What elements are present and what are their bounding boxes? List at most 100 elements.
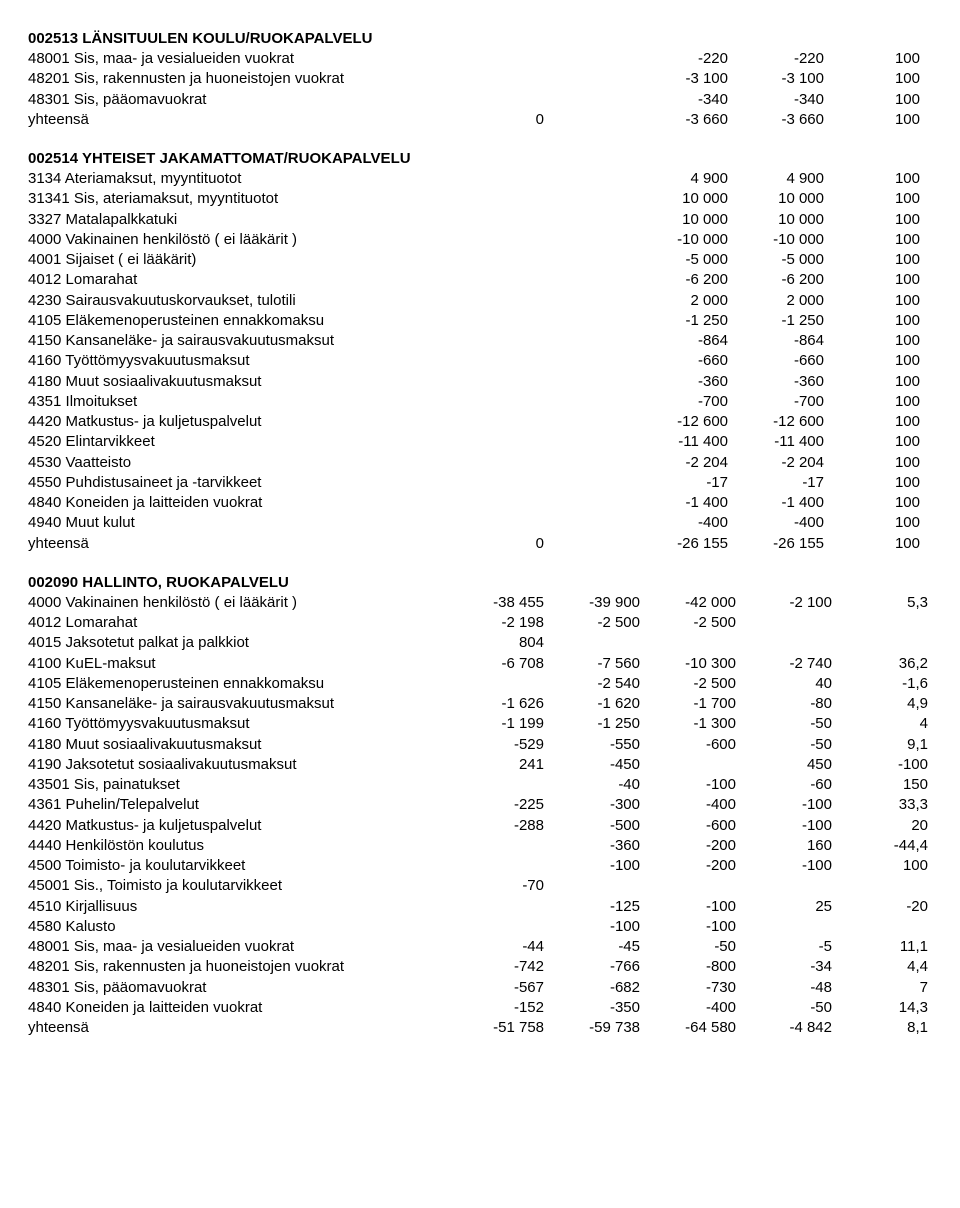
table-row: 3134 Ateriamaksut, myyntituotot4 9004 90… — [28, 169, 932, 189]
row-col2: -100 — [640, 917, 736, 937]
row-col4: 36,2 — [832, 654, 928, 674]
row-col2: -6 200 — [728, 270, 824, 290]
row-col0 — [448, 351, 544, 371]
row-col0 — [448, 392, 544, 412]
row-label: 4001 Sijaiset ( ei lääkärit) — [28, 250, 448, 270]
row-col3: 100 — [824, 210, 920, 230]
row-col3: -5 — [736, 937, 832, 957]
row-col1: -766 — [544, 957, 640, 977]
row-col1: -125 — [544, 897, 640, 917]
row-col4: -1,6 — [832, 674, 928, 694]
row-label: 4520 Elintarvikkeet — [28, 432, 448, 452]
row-col1: -17 — [632, 473, 728, 493]
table-row: 4420 Matkustus- ja kuljetuspalvelut-12 6… — [28, 412, 932, 432]
row-col2: 4 900 — [728, 169, 824, 189]
table-row: 4012 Lomarahat-2 198-2 500-2 500 — [28, 613, 932, 633]
row-col3: 100 — [824, 169, 920, 189]
row-col1: -300 — [544, 795, 640, 815]
row-label: 4180 Muut sosiaalivakuutusmaksut — [28, 735, 448, 755]
row-col0 — [448, 49, 544, 69]
row-col1: -100 — [544, 917, 640, 937]
row-col1: -1 250 — [632, 311, 728, 331]
row-col3: 100 — [824, 189, 920, 209]
row-col3: 100 — [824, 69, 920, 89]
table-row: 4100 KuEL-maksut-6 708-7 560-10 300-2 74… — [28, 654, 932, 674]
row-col0 — [448, 169, 544, 189]
row-col2: -660 — [728, 351, 824, 371]
row-col3: 100 — [824, 392, 920, 412]
row-col0 — [448, 189, 544, 209]
row-col1 — [544, 876, 640, 896]
table-row: yhteensä0-3 660-3 660100 — [28, 110, 932, 130]
row-col1: -550 — [544, 735, 640, 755]
row-col1: 4 900 — [632, 169, 728, 189]
row-col1: 2 000 — [632, 291, 728, 311]
row-label: 4550 Puhdistusaineet ja -tarvikkeet — [28, 473, 448, 493]
row-col0 — [448, 917, 544, 937]
row-col4 — [832, 876, 928, 896]
row-col4: 11,1 — [832, 937, 928, 957]
table-row: 4000 Vakinainen henkilöstö ( ei lääkärit… — [28, 593, 932, 613]
row-col1: 10 000 — [632, 189, 728, 209]
row-col3: -60 — [736, 775, 832, 795]
table-row: 4361 Puhelin/Telepalvelut-225-300-400-10… — [28, 795, 932, 815]
row-col3: 40 — [736, 674, 832, 694]
row-col2: 10 000 — [728, 189, 824, 209]
table-row: 4180 Muut sosiaalivakuutusmaksut-360-360… — [28, 372, 932, 392]
table-row: 4105 Eläkemenoperusteinen ennakkomaksu-2… — [28, 674, 932, 694]
row-col3: 100 — [824, 513, 920, 533]
row-col0 — [448, 270, 544, 290]
row-col3: -100 — [736, 856, 832, 876]
row-col1: -3 660 — [632, 110, 728, 130]
row-col1: -1 250 — [544, 714, 640, 734]
row-col4: 14,3 — [832, 998, 928, 1018]
row-col2: -200 — [640, 836, 736, 856]
row-col0: -567 — [448, 978, 544, 998]
row-col1: -40 — [544, 775, 640, 795]
row-col0: 804 — [448, 633, 544, 653]
table-row: 4150 Kansaneläke- ja sairausvakuutusmaks… — [28, 331, 932, 351]
row-col3: -100 — [736, 795, 832, 815]
row-col1: -360 — [632, 372, 728, 392]
table-row: 3327 Matalapalkkatuki10 00010 000100 — [28, 210, 932, 230]
row-col4: 4,9 — [832, 694, 928, 714]
row-col4: 20 — [832, 816, 928, 836]
row-col2 — [640, 876, 736, 896]
row-col2: -864 — [728, 331, 824, 351]
row-col1: -26 155 — [632, 534, 728, 554]
row-col3: 100 — [824, 110, 920, 130]
row-col2: -2 500 — [640, 674, 736, 694]
table-row: 4230 Sairausvakuutuskorvaukset, tulotili… — [28, 291, 932, 311]
row-col1: -700 — [632, 392, 728, 412]
row-col1: -450 — [544, 755, 640, 775]
row-col0: -225 — [448, 795, 544, 815]
row-col0 — [448, 453, 544, 473]
row-col0: 0 — [448, 110, 544, 130]
row-col1: -45 — [544, 937, 640, 957]
row-col3: -48 — [736, 978, 832, 998]
table-row: 4190 Jaksotetut sosiaalivakuutusmaksut24… — [28, 755, 932, 775]
table-row: 4520 Elintarvikkeet-11 400-11 400100 — [28, 432, 932, 452]
row-col1: 10 000 — [632, 210, 728, 230]
row-label: 4180 Muut sosiaalivakuutusmaksut — [28, 372, 448, 392]
row-col2: -700 — [728, 392, 824, 412]
row-col0: -70 — [448, 876, 544, 896]
row-col2: -1 250 — [728, 311, 824, 331]
row-col0 — [448, 856, 544, 876]
row-label: 4940 Muut kulut — [28, 513, 448, 533]
row-col0: -6 708 — [448, 654, 544, 674]
row-label: 4012 Lomarahat — [28, 613, 448, 633]
row-label: 4440 Henkilöstön koulutus — [28, 836, 448, 856]
row-col1: -2 540 — [544, 674, 640, 694]
row-col2: -600 — [640, 735, 736, 755]
row-label: 4105 Eläkemenoperusteinen ennakkomaksu — [28, 311, 448, 331]
row-label: 4530 Vaatteisto — [28, 453, 448, 473]
row-col0 — [448, 513, 544, 533]
table-row: 4440 Henkilöstön koulutus-360-200160-44,… — [28, 836, 932, 856]
row-col4: 5,3 — [832, 593, 928, 613]
table-row: 4000 Vakinainen henkilöstö ( ei lääkärit… — [28, 230, 932, 250]
row-col4 — [832, 613, 928, 633]
row-col0 — [448, 674, 544, 694]
table-row: 4150 Kansaneläke- ja sairausvakuutusmaks… — [28, 694, 932, 714]
row-label: 4840 Koneiden ja laitteiden vuokrat — [28, 493, 448, 513]
